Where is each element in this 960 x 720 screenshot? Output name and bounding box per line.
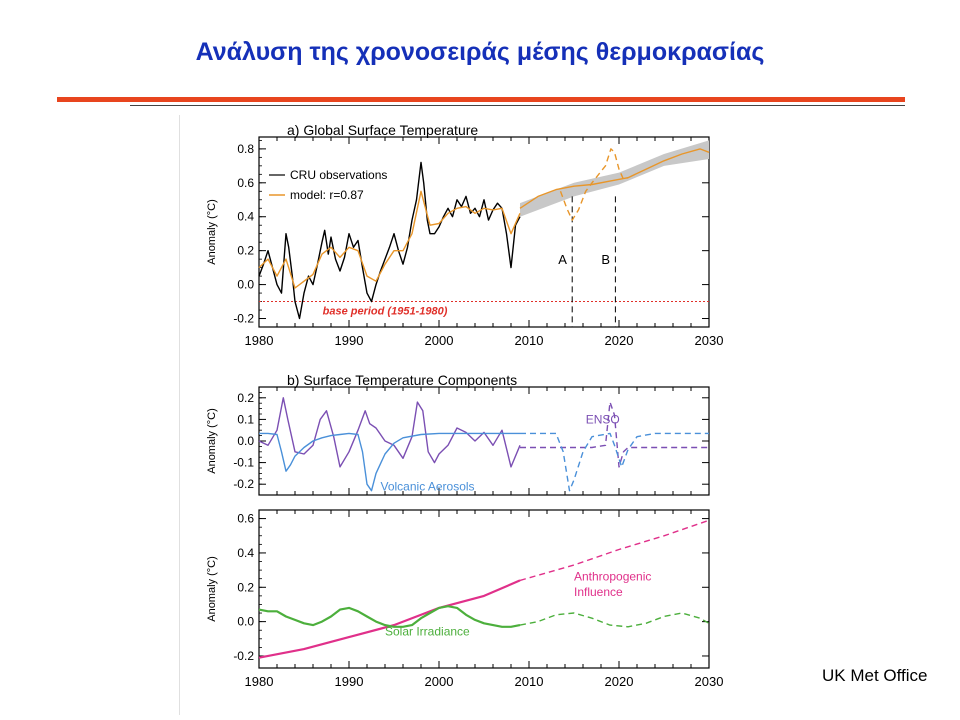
- marker-label-B: B: [601, 252, 610, 267]
- plot-frame-b: [258, 386, 710, 496]
- volcanic-aerosols-label: Volcanic Aerosols: [381, 480, 475, 494]
- y-tick-label: 0.2: [237, 244, 254, 258]
- y-tick-label: 0.0: [237, 434, 254, 448]
- y-tick-label: 0.4: [237, 546, 254, 560]
- series-line-solar-irradiance-forecast: [519, 612, 710, 628]
- x-tick-label: 2010: [515, 674, 544, 689]
- x-tick-label: 2000: [425, 333, 454, 348]
- series-line-forecast: [519, 148, 710, 209]
- x-tick-label: 1980: [245, 333, 274, 348]
- series-line-volcanic-aerosols-forecast: [520, 432, 709, 492]
- series-line-cru-observations: [258, 161, 521, 320]
- y-axis-label: Anomaly (°C): [206, 199, 218, 265]
- title-thin-rule: [130, 105, 905, 106]
- series-line-enso-forecast: [520, 401, 709, 468]
- y-tick-label: 0.1: [237, 412, 254, 426]
- marker-label-A: A: [558, 252, 567, 267]
- y-tick-label: 0.2: [237, 580, 254, 594]
- anthropogenic-label-line1: Anthropogenic: [574, 569, 651, 583]
- y-tick-label: -0.2: [233, 312, 254, 326]
- y-tick-label: -0.2: [233, 649, 254, 663]
- y-tick-label: 0.6: [237, 512, 254, 526]
- y-tick-label: 0.0: [237, 278, 254, 292]
- y-axis-label: Anomaly (°C): [206, 408, 218, 474]
- x-tick-label: 2020: [605, 333, 634, 348]
- y-tick-label: -0.2: [233, 477, 254, 491]
- solar-irradiance-label: Solar Irradiance: [385, 624, 470, 638]
- x-tick-label: 2010: [515, 333, 544, 348]
- source-credit: UK Met Office: [822, 666, 928, 685]
- y-tick-label: 0.4: [237, 210, 254, 224]
- plot-frame-c: [258, 509, 710, 669]
- series-line-forecast-with-volcanic-events: [559, 148, 629, 221]
- y-tick-label: 0.8: [237, 142, 254, 156]
- x-tick-label: 2000: [425, 674, 454, 689]
- x-tick-label: 2030: [695, 674, 724, 689]
- x-tick-label: 1990: [335, 333, 364, 348]
- y-tick-label: 0.2: [237, 391, 254, 405]
- y-tick-label: -0.1: [233, 456, 254, 470]
- legend-label-observations: CRU observations: [290, 168, 387, 182]
- title-accent-rule: [57, 97, 905, 102]
- series-line-solar-irradiance: [258, 605, 521, 628]
- x-tick-label: 2020: [605, 674, 634, 689]
- y-tick-label: 0.0: [237, 615, 254, 629]
- x-tick-label: 2030: [695, 333, 724, 348]
- slide-title: Ανάλυση της χρονοσειράς μέσης θερμοκρασί…: [195, 38, 765, 66]
- y-tick-label: 0.6: [237, 176, 254, 190]
- plot-frame-a: [258, 136, 710, 328]
- series-line-volcanic-aerosols: [259, 432, 520, 492]
- panel-title: a) Global Surface Temperature: [287, 122, 478, 138]
- series-line-anthropogenic-influence: [258, 579, 521, 659]
- series-line-model-r-0-87: [258, 190, 521, 289]
- base-period-label: base period (1951-1980): [323, 306, 448, 318]
- series-line-enso: [258, 397, 521, 468]
- x-tick-label: 1980: [245, 674, 274, 689]
- panel-title: b) Surface Temperature Components: [287, 372, 517, 388]
- series-line-anthropogenic-influence-forecast: [519, 519, 710, 582]
- enso-label: ENSO: [586, 413, 620, 427]
- x-tick-label: 1990: [335, 674, 364, 689]
- forecast-uncertainty-band: [520, 140, 709, 217]
- anthropogenic-label-line2: Influence: [574, 585, 623, 599]
- legend-label-model: model: r=0.87: [290, 188, 364, 202]
- y-axis-label: Anomaly (°C): [206, 556, 218, 622]
